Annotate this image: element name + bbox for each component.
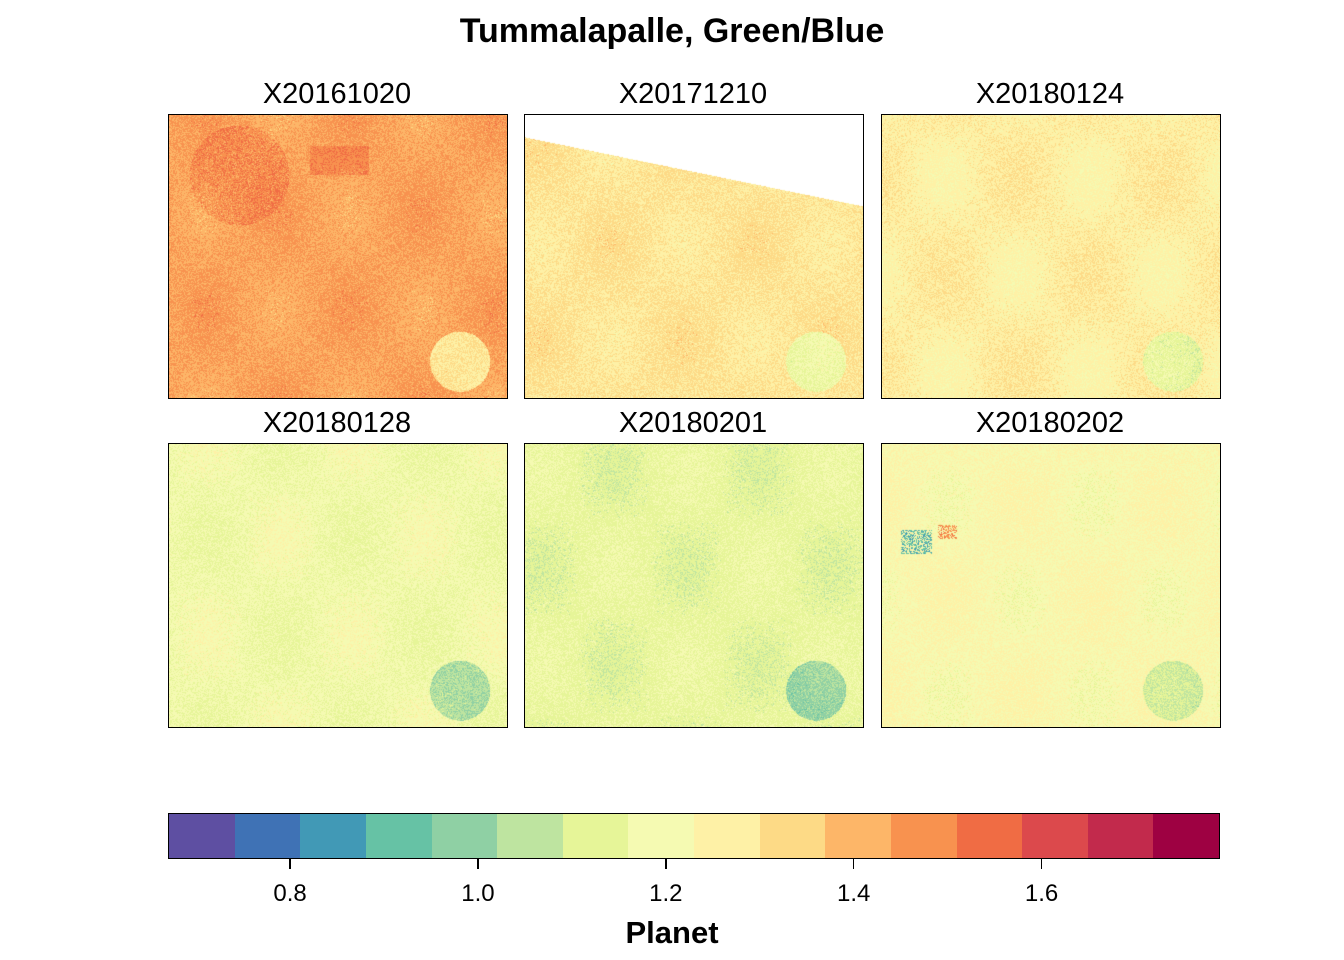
raster-image-X20180202 <box>882 444 1220 727</box>
colorbar-swatch-14 <box>1087 814 1154 858</box>
colorbar-swatch-10 <box>825 814 891 858</box>
chart-title: Tummalapalle, Green/Blue <box>459 12 885 50</box>
raster-image-X20180124 <box>882 115 1220 398</box>
colorbar-swatch-15 <box>1153 814 1219 858</box>
raster-image-X20171210 <box>525 115 863 398</box>
colorbar-tick-0.8 <box>289 859 291 869</box>
colorbar-tick-label-1.4: 1.4 <box>836 880 871 907</box>
raster-image-X20161020 <box>169 115 507 398</box>
colorbar-swatch-9 <box>759 814 826 858</box>
colorbar-tick-label-1.2: 1.2 <box>649 880 683 907</box>
raster-panel-X20180128 <box>168 443 508 728</box>
colorbar-tick-1.2 <box>665 859 667 869</box>
colorbar-swatch-6 <box>562 814 629 858</box>
colorbar-swatch-1 <box>234 814 301 858</box>
raster-image-X20180128 <box>169 444 507 727</box>
raster-panel-X20171210 <box>524 114 864 399</box>
colorbar-swatch-11 <box>890 814 957 858</box>
colorbar-swatch-8 <box>694 814 760 858</box>
raster-panel-X20180124 <box>881 114 1221 399</box>
colorbar-tick-1.4 <box>852 859 855 869</box>
colorbar-swatch-0 <box>169 814 235 858</box>
colorbar-swatch-4 <box>431 814 498 858</box>
panel-title-X20171210: X20171210 <box>618 78 768 110</box>
raster-panel-X20180201 <box>524 443 864 728</box>
panel-title-X20180202: X20180202 <box>975 407 1125 439</box>
colorbar-tick-label-0.8: 0.8 <box>273 880 307 907</box>
panel-title-X20180201: X20180201 <box>618 407 768 439</box>
colorbar-swatch-13 <box>1022 814 1088 858</box>
colorbar-swatch-3 <box>365 814 432 858</box>
panel-title-X20180124: X20180124 <box>975 78 1125 110</box>
panel-title-X20180128: X20180128 <box>262 407 412 439</box>
colorbar-tick-label-1.0: 1.0 <box>461 880 495 907</box>
raster-panel-X20161020 <box>168 114 508 399</box>
colorbar-tick-1.6 <box>1040 859 1043 869</box>
colorbar-swatch-5 <box>497 814 563 858</box>
colorbar-tick-1.0 <box>477 859 479 869</box>
colorbar <box>168 813 1220 859</box>
colorbar-swatch-7 <box>628 814 694 858</box>
raster-image-X20180201 <box>525 444 863 727</box>
colorbar-swatch-12 <box>956 814 1023 858</box>
colorbar-swatch-2 <box>300 814 366 858</box>
colorbar-title: Planet <box>625 915 719 950</box>
panel-title-X20161020: X20161020 <box>262 78 412 110</box>
colorbar-tick-label-1.6: 1.6 <box>1024 880 1059 907</box>
raster-panel-X20180202 <box>881 443 1221 728</box>
